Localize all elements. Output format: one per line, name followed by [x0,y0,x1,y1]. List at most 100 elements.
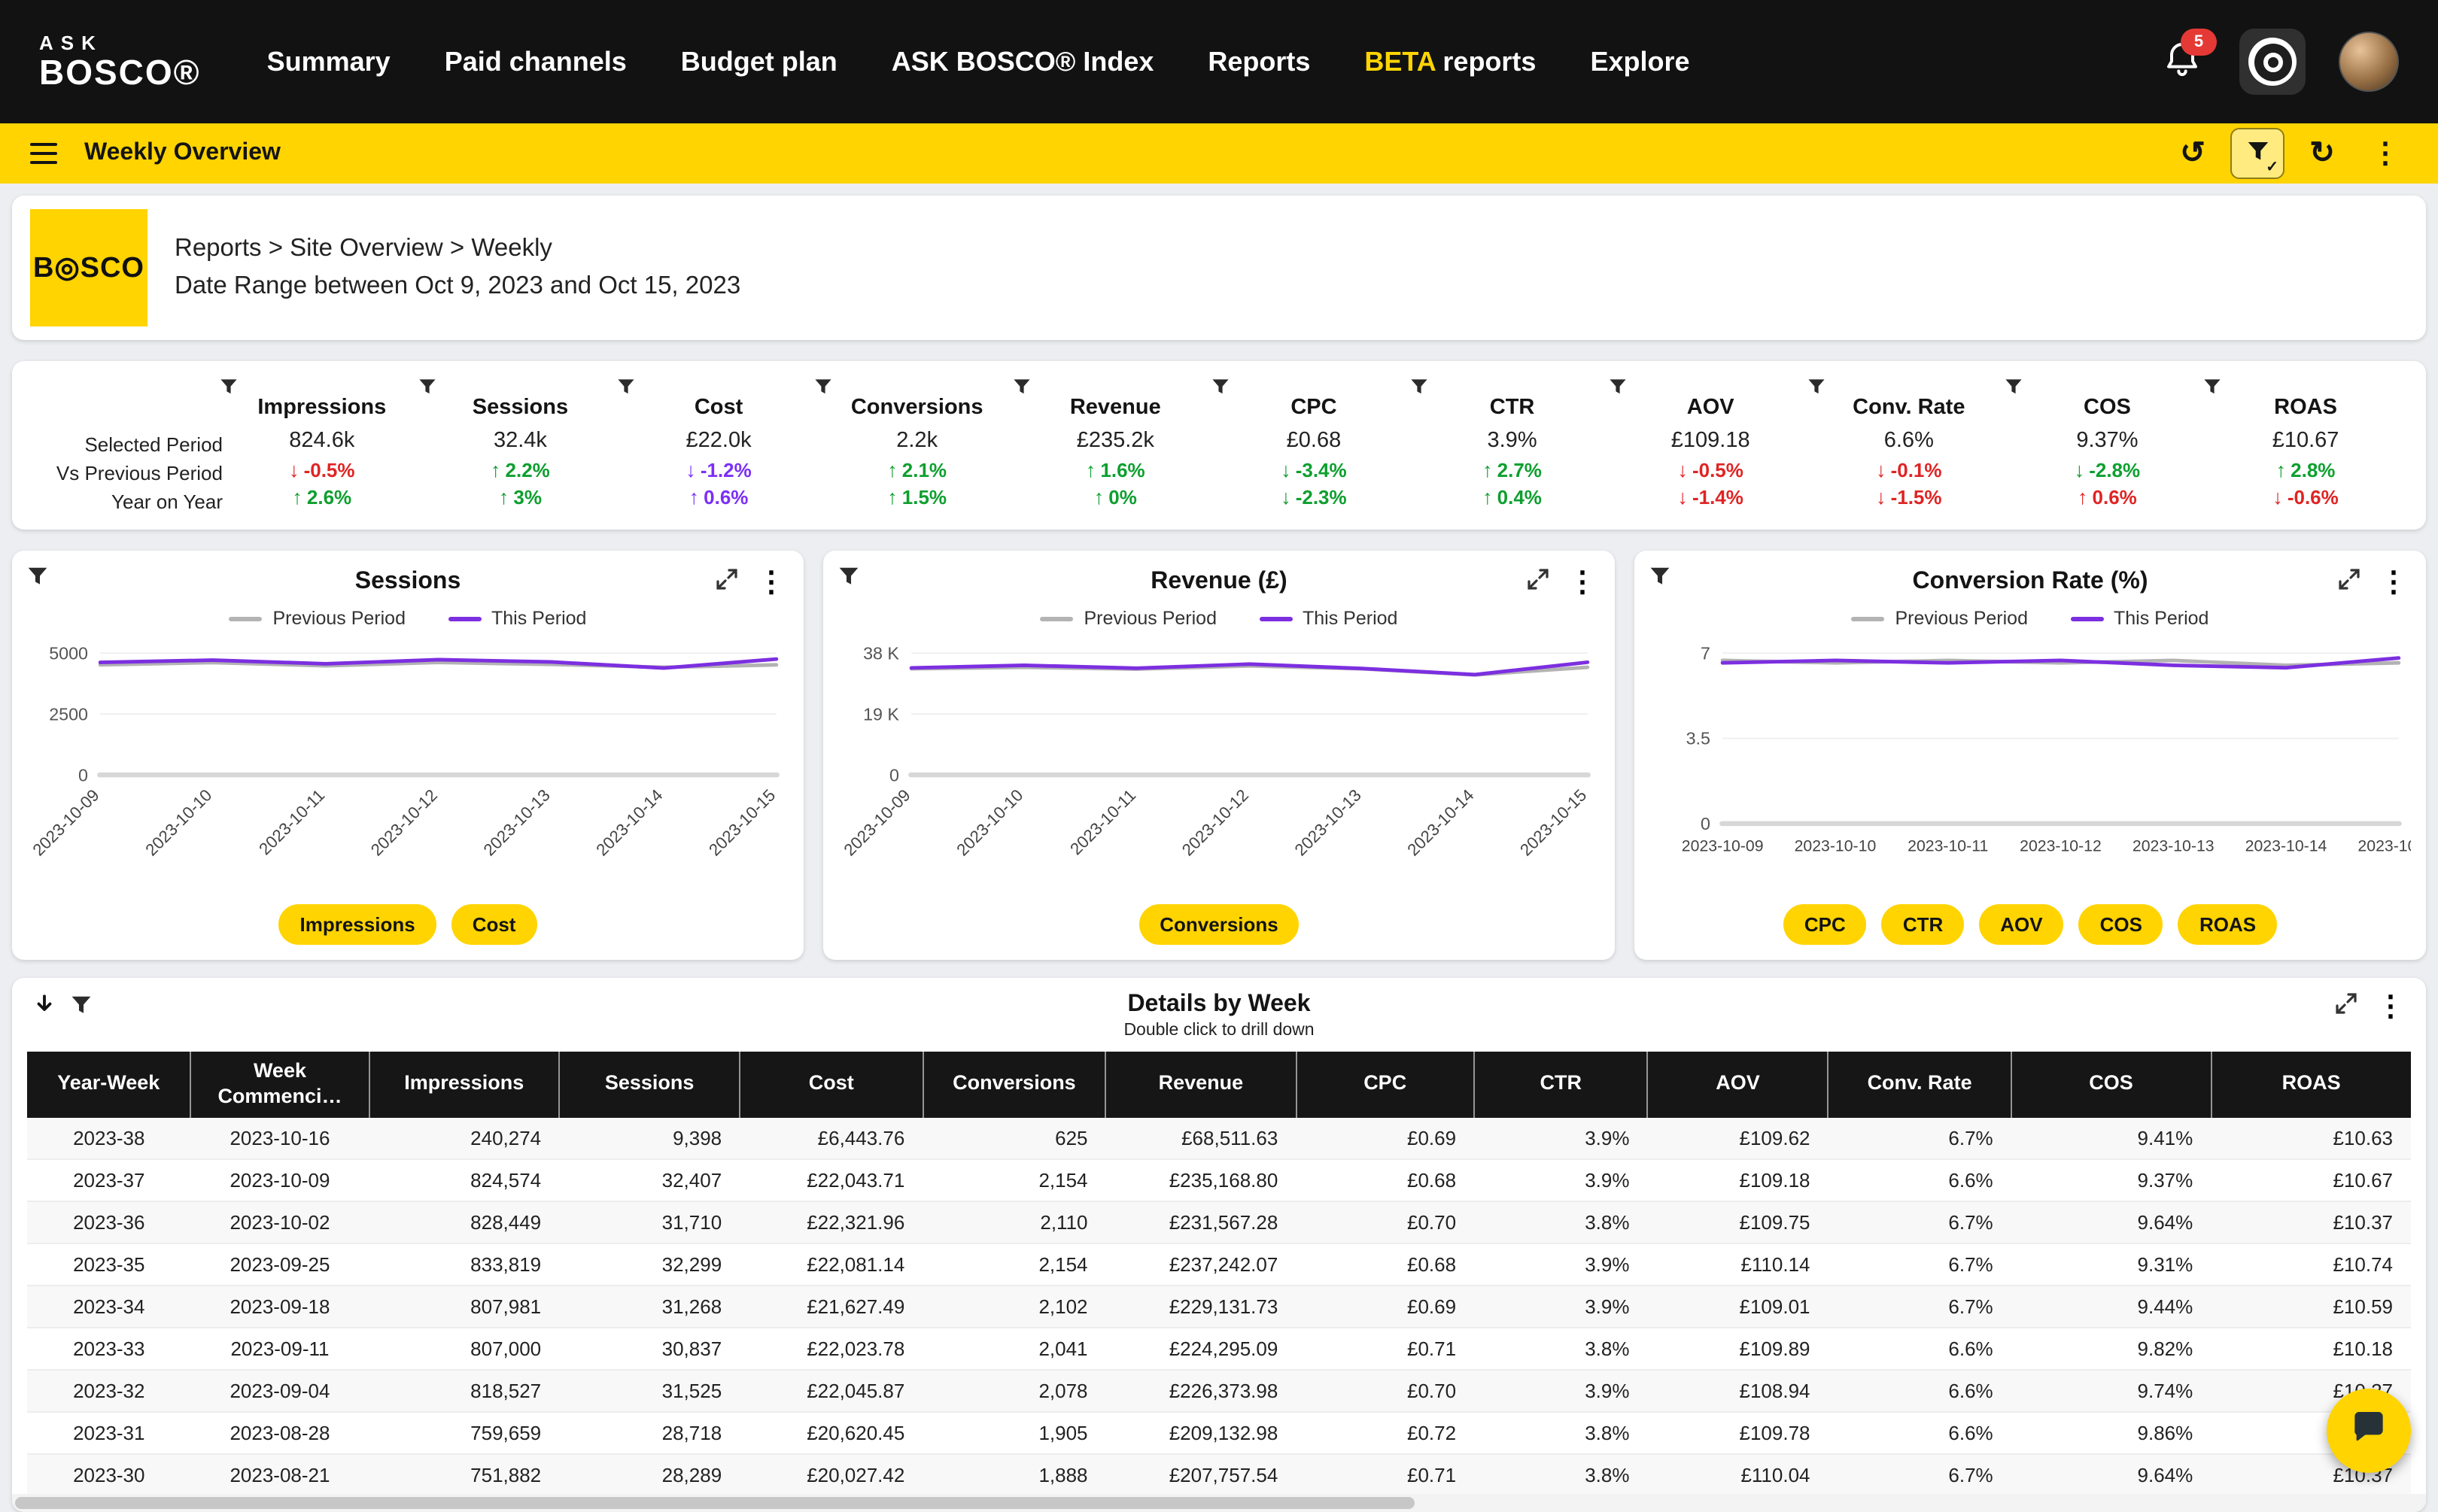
chart-card-conversion-rate: Conversion Rate (%) ⋮ Previous Period Thi… [1634,551,2426,960]
nav-item-explore[interactable]: Explore [1590,46,1690,76]
toolbar-more-button[interactable]: ⋮ [2360,129,2411,178]
filter-icon[interactable] [1649,566,1670,594]
column-header-roas[interactable]: ROAS [2211,1052,2411,1118]
kpi-value: 824.6k [289,429,355,453]
cell-cos: 9.86% [2011,1411,2212,1455]
filter-icon[interactable] [220,376,238,403]
column-header-week-commenci[interactable]: Week Commenci… [190,1052,370,1118]
filter-icon[interactable] [1608,376,1626,403]
chart-button-roas[interactable]: ROAS [2178,904,2278,945]
column-header-impressions[interactable]: Impressions [369,1052,561,1118]
svg-text:2023-10-13: 2023-10-13 [2132,836,2215,855]
table-row-2023-31[interactable]: 2023-31 2023-08-28 759,659 28,718 £20,620.45… [27,1411,2411,1455]
column-header-conversions[interactable]: Conversions [923,1052,1107,1118]
expand-icon[interactable] [2337,567,2361,599]
chart-button-ctr[interactable]: CTR [1881,904,1965,945]
kpi-name: Cost [694,396,743,420]
expand-icon[interactable] [2334,991,2358,1023]
filter-icon[interactable] [71,994,92,1022]
legend-previous-period[interactable]: Previous Period [1851,608,2028,629]
cell-conversions: 2,110 [923,1201,1106,1244]
legend-previous-period[interactable]: Previous Period [229,608,406,629]
svg-text:7: 7 [1701,643,1710,663]
arrow-down-icon: ↓ [2074,458,2085,481]
horizontal-scrollbar[interactable] [12,1494,2426,1512]
table-row-2023-30[interactable]: 2023-30 2023-08-21 751,882 28,289 £20,027.42… [27,1453,2411,1497]
scrollbar-thumb[interactable] [15,1497,1415,1509]
filter-icon[interactable] [815,376,833,403]
cell-week-commenci: 2023-10-09 [190,1158,369,1202]
legend-this-period[interactable]: This Period [448,608,586,629]
tour-button[interactable] [2239,29,2306,95]
chart-button-conversions[interactable]: Conversions [1138,904,1300,945]
filter-icon[interactable] [1807,376,1825,403]
chart-button-aov[interactable]: AOV [1979,904,2064,945]
filter-icon[interactable] [1410,376,1428,403]
column-header-year-week[interactable]: Year-Week [27,1052,192,1118]
svg-text:2023-10-12: 2023-10-12 [2020,836,2102,855]
filter-icon[interactable] [616,376,634,403]
download-icon[interactable] [33,993,56,1023]
nav-item-beta-reports[interactable]: BETA reports [1364,46,1537,76]
table-row-2023-35[interactable]: 2023-35 2023-09-25 833,819 32,299 £22,081.14… [27,1243,2411,1286]
refresh-button[interactable]: ↻ [2297,129,2348,178]
nav-item-reports[interactable]: Reports [1208,46,1311,76]
chat-widget-button[interactable] [2327,1389,2411,1473]
cell-cost: £22,321.96 [740,1201,923,1244]
expand-icon[interactable] [715,567,739,599]
filter-icon[interactable] [2203,376,2221,403]
kebab-icon[interactable]: ⋮ [757,567,786,599]
nav-item-budget-plan[interactable]: Budget plan [680,46,837,76]
column-header-conv-rate[interactable]: Conv. Rate [1828,1052,2012,1118]
chart-button-impressions[interactable]: Impressions [278,904,436,945]
table-row-2023-32[interactable]: 2023-32 2023-09-04 818,527 31,525 £22,045.87… [27,1369,2411,1413]
nav-item-ask-bosco-index[interactable]: ASK BOSCO® Index [891,46,1154,76]
nav-item-paid-channels[interactable]: Paid channels [444,46,627,76]
cell-conv-rate: 6.7% [1828,1117,2011,1160]
table-row-2023-34[interactable]: 2023-34 2023-09-18 807,981 31,268 £21,627.49… [27,1285,2411,1328]
column-header-aov[interactable]: AOV [1647,1052,1829,1118]
table-row-2023-37[interactable]: 2023-37 2023-10-09 824,574 32,407 £22,043.71… [27,1158,2411,1202]
column-header-cpc[interactable]: CPC [1296,1052,1476,1118]
column-header-cos[interactable]: COS [2011,1052,2212,1118]
table-row-2023-36[interactable]: 2023-36 2023-10-02 828,449 31,710 £22,321.96… [27,1201,2411,1244]
table-row-2023-33[interactable]: 2023-33 2023-09-11 807,000 30,837 £22,023.78… [27,1327,2411,1371]
filter-icon[interactable] [2005,376,2023,403]
column-header-sessions[interactable]: Sessions [559,1052,741,1118]
table-row-2023-38[interactable]: 2023-38 2023-10-16 240,274 9,398 £6,443.76 62… [27,1117,2411,1160]
filter-icon[interactable] [27,566,48,594]
check-icon: ✓ [2266,159,2278,176]
chart-button-cos[interactable]: COS [2078,904,2163,945]
kebab-icon[interactable]: ⋮ [1568,567,1597,599]
filter-button[interactable]: ✓ [2230,128,2284,179]
chart-button-cost[interactable]: Cost [451,904,537,945]
filter-icon[interactable] [838,566,859,594]
menu-button[interactable] [27,137,60,170]
column-header-ctr[interactable]: CTR [1474,1052,1649,1118]
column-header-cost[interactable]: Cost [740,1052,924,1118]
breadcrumb[interactable]: Reports > Site Overview > Weekly [175,235,552,262]
chart-metric-buttons: CPC CTR AOV COS ROAS [1649,904,2411,951]
column-header-revenue[interactable]: Revenue [1105,1052,1297,1118]
arrow-down-icon: ↓ [1281,485,1291,508]
kebab-icon[interactable]: ⋮ [2376,991,2405,1023]
legend-this-period[interactable]: This Period [1259,608,1397,629]
kebab-icon[interactable]: ⋮ [2379,567,2408,599]
details-table: Year-Week Week Commenci… Impressions Sessio… [27,1052,2411,1497]
expand-icon[interactable] [1526,567,1550,599]
kpi-year-on-year-change: ↓ -1.4% [1677,485,1743,508]
legend-this-period[interactable]: This Period [2070,608,2208,629]
filter-icon[interactable] [418,376,436,403]
chart-title: Sessions [354,569,461,594]
nav-item-summary[interactable]: Summary [266,46,391,76]
chart-button-cpc[interactable]: CPC [1783,904,1867,945]
svg-text:2023-10-10: 2023-10-10 [1795,836,1877,855]
legend-previous-period[interactable]: Previous Period [1040,608,1217,629]
notifications-button[interactable]: 5 [2161,29,2217,84]
filter-icon[interactable] [1014,376,1032,403]
filter-icon[interactable] [1211,376,1230,403]
brand-logo[interactable]: ASK BOSCO® [39,33,201,90]
user-avatar[interactable] [2339,32,2399,92]
history-button[interactable]: ↺ [2167,129,2218,178]
kpi-value: 6.6% [1883,429,1934,453]
